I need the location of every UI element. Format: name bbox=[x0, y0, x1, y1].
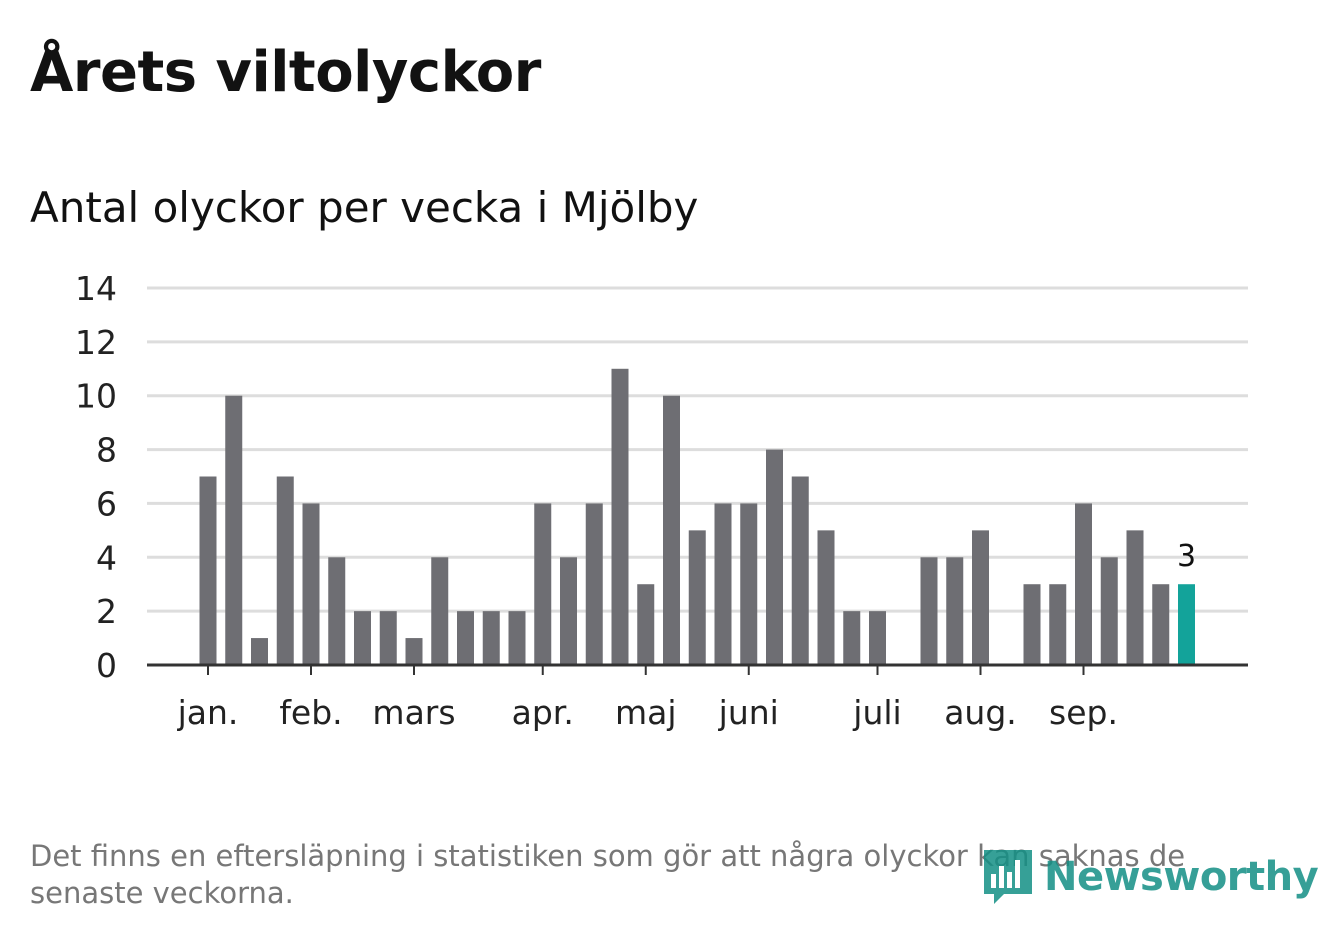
bar bbox=[946, 557, 964, 665]
x-tick-label: maj bbox=[615, 693, 677, 732]
bar bbox=[251, 638, 268, 665]
y-tick-label: 0 bbox=[96, 646, 117, 685]
bar bbox=[1049, 584, 1067, 665]
bar bbox=[534, 503, 552, 665]
newsworthy-logo: Newsworthy bbox=[980, 846, 1319, 908]
bar bbox=[766, 449, 783, 665]
bar bbox=[302, 503, 320, 665]
bar bbox=[1100, 557, 1118, 665]
bar bbox=[1023, 584, 1041, 665]
bar-highlight bbox=[1178, 584, 1195, 665]
y-tick-label: 10 bbox=[75, 377, 117, 416]
y-tick-label: 14 bbox=[75, 269, 117, 308]
bar bbox=[869, 611, 886, 665]
bar bbox=[328, 557, 346, 665]
newsworthy-bar-chart-icon bbox=[984, 850, 1032, 904]
x-tick-label: juli bbox=[852, 693, 901, 732]
chart-subtitle: Antal olyckor per vecka i Mjölby bbox=[30, 183, 699, 232]
bar bbox=[714, 503, 732, 665]
y-tick-label: 2 bbox=[96, 592, 117, 631]
bar bbox=[1126, 530, 1144, 665]
x-tick-label: juni bbox=[718, 693, 779, 732]
y-tick-label: 4 bbox=[96, 538, 117, 577]
bar bbox=[379, 611, 397, 665]
bar bbox=[817, 530, 835, 665]
bar bbox=[1152, 584, 1170, 665]
x-axis-ticks: jan. feb. mars apr. maj juni juli aug. sep. bbox=[177, 665, 1118, 732]
bar bbox=[405, 638, 423, 665]
logo-text: Newsworthy bbox=[1044, 854, 1319, 900]
bar bbox=[688, 530, 706, 665]
x-tick-label: feb. bbox=[279, 693, 342, 732]
data-labels: 3 bbox=[1177, 539, 1196, 574]
bars bbox=[199, 368, 1195, 665]
x-tick-label: mars bbox=[372, 693, 455, 732]
bar bbox=[199, 476, 217, 665]
bar bbox=[637, 584, 655, 665]
bar bbox=[276, 476, 294, 665]
bar bbox=[508, 611, 526, 665]
bar bbox=[843, 611, 861, 665]
bar-chart: 0 2 4 6 8 10 12 14 jan. feb. mars apr. maj juni juli a… bbox=[75, 269, 1248, 732]
bar bbox=[585, 503, 603, 665]
bar bbox=[740, 503, 758, 665]
bar bbox=[920, 557, 938, 665]
y-tick-label: 6 bbox=[96, 484, 117, 523]
bar bbox=[560, 557, 577, 665]
bar bbox=[457, 611, 474, 665]
bar bbox=[663, 395, 680, 665]
x-tick-label: jan. bbox=[177, 693, 239, 732]
bar bbox=[972, 530, 989, 665]
y-tick-label: 8 bbox=[96, 431, 117, 470]
bar bbox=[611, 368, 629, 665]
bar bbox=[482, 611, 500, 665]
y-tick-label: 12 bbox=[75, 323, 117, 362]
bar bbox=[431, 557, 449, 665]
highlight-value-label: 3 bbox=[1177, 539, 1196, 574]
x-tick-label: aug. bbox=[944, 693, 1017, 732]
x-tick-label: apr. bbox=[512, 693, 574, 732]
y-axis-ticks: 0 2 4 6 8 10 12 14 bbox=[75, 269, 117, 685]
bar bbox=[225, 395, 243, 665]
chart-title: Årets viltolyckor bbox=[30, 40, 541, 105]
bar bbox=[791, 476, 809, 665]
x-tick-label: sep. bbox=[1049, 693, 1118, 732]
bar bbox=[1075, 503, 1092, 665]
bar bbox=[354, 611, 371, 665]
